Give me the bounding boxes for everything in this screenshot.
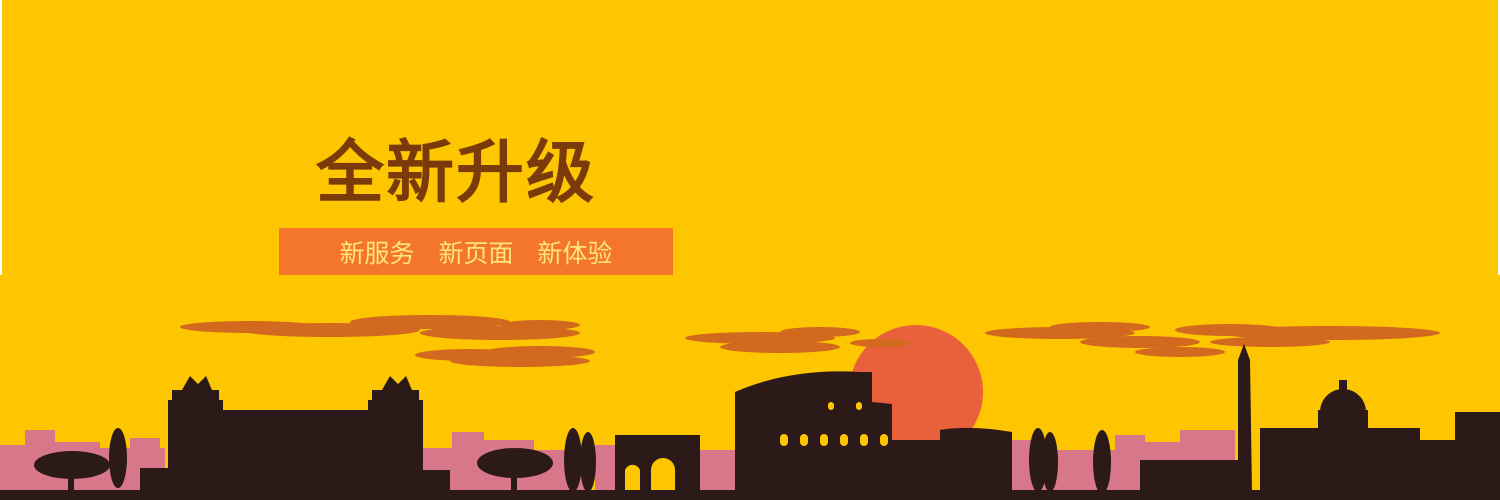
left-edge-line <box>0 0 2 275</box>
right-edge-line <box>1498 0 1500 275</box>
window-details <box>780 402 888 446</box>
tagline-bar: 新服务 新页面 新体验 <box>279 228 673 275</box>
tagline-item-service: 新服务 <box>339 238 415 268</box>
tagline-item-page: 新页面 <box>438 238 514 268</box>
silhouettes <box>0 344 1500 500</box>
tagline-item-experience: 新体验 <box>537 238 613 268</box>
headline: 全新升级 <box>316 134 597 213</box>
clouds <box>180 315 1440 367</box>
